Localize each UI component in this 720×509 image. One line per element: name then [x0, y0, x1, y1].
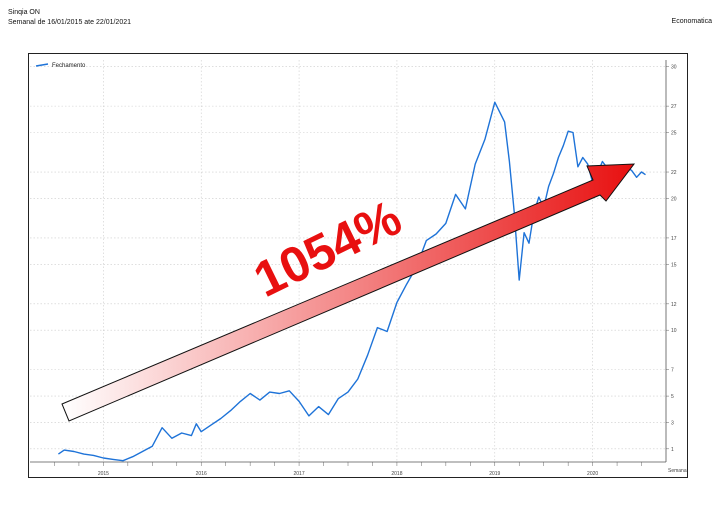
- x-axis-label: Semana: [668, 468, 687, 474]
- x-tick-label: 2018: [391, 471, 402, 477]
- growth-arrow-shape: [61, 163, 636, 422]
- y-tick-label: 1: [671, 447, 674, 453]
- x-tick-label: 2015: [98, 471, 109, 477]
- y-tick-label: 10: [671, 328, 677, 334]
- legend: Fechamento: [35, 63, 86, 69]
- chart-title: Sinqia ON: [8, 9, 40, 16]
- y-tick-label: 20: [671, 196, 677, 202]
- y-tick-label: 7: [671, 368, 674, 374]
- x-tick-label: 2017: [294, 471, 305, 477]
- legend-swatch: [35, 63, 49, 67]
- y-tick-label: 12: [671, 302, 677, 308]
- grid-lines: [30, 60, 666, 462]
- x-tick-label: 2016: [196, 471, 207, 477]
- x-tick-label: 2020: [587, 471, 598, 477]
- y-tick-label: 15: [671, 262, 677, 268]
- growth-percent-label: 1054%: [245, 189, 409, 308]
- legend-label: Fechamento: [52, 63, 86, 69]
- y-tick-label: 3: [671, 420, 674, 426]
- growth-arrow: [61, 163, 636, 422]
- chart-header: Sinqia ON Semanal de 16/01/2015 ate 22/0…: [8, 8, 131, 28]
- chart-subtitle: Semanal de 16/01/2015 ate 22/01/2021: [8, 19, 131, 26]
- y-tick-label: 25: [671, 130, 677, 136]
- y-tick-label: 30: [671, 65, 677, 71]
- y-tick-label: 22: [671, 170, 677, 176]
- axes: 2015 2016 2017 2018 2019 2020 1 3 5 7 10 12 15 17 20 22…: [30, 60, 687, 477]
- chart-frame: [28, 53, 688, 478]
- y-tick-label: 5: [671, 394, 674, 400]
- data-provider-label: Economatica: [671, 18, 712, 25]
- y-tick-label: 17: [671, 236, 677, 242]
- x-tick-label: 2019: [489, 471, 500, 477]
- y-tick-label: 27: [671, 104, 677, 110]
